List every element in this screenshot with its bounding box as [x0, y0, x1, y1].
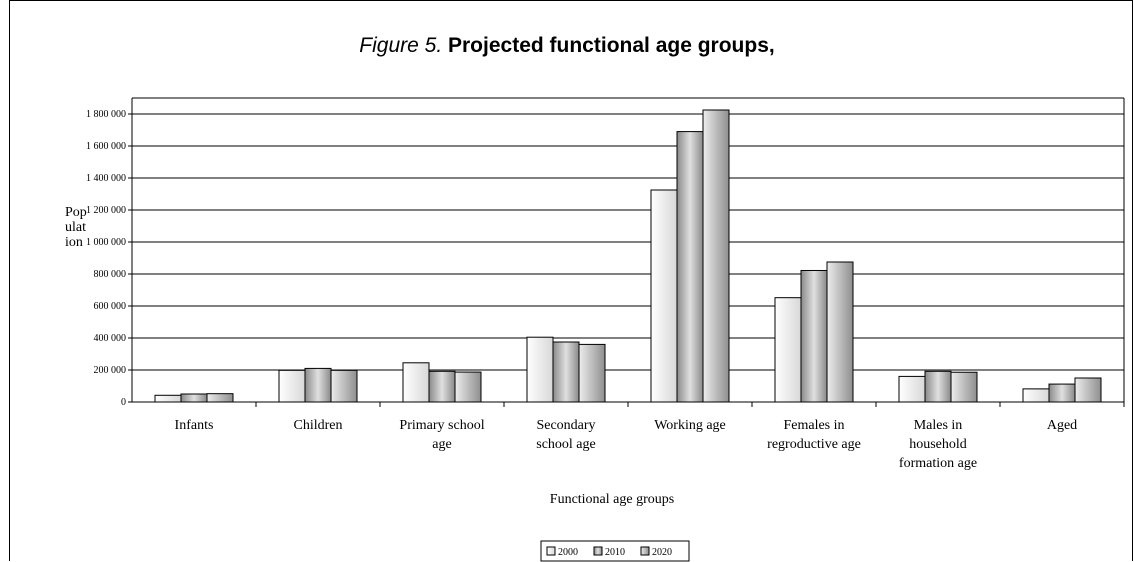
chart-frame — [9, 0, 1133, 561]
bars — [154, 109, 1102, 403]
chart-title: Figure 5. Projected functional age group… — [0, 34, 1134, 58]
y-tick-label: 0 — [121, 397, 126, 408]
bar-2010-0 — [180, 393, 208, 403]
bar-2000-4 — [650, 189, 678, 403]
x-tick-label: Children — [294, 418, 343, 433]
gridlines — [128, 97, 1125, 407]
y-tick-label: 1 600 000 — [86, 141, 126, 152]
bar-2020-1 — [330, 369, 358, 403]
bar-2000-2 — [402, 362, 430, 403]
y-tick-labels: 0 200 000 400 000 600 000 800 000 1 000 000 1 … — [86, 109, 126, 408]
bar-2020-6 — [950, 371, 978, 403]
y-tick-label: 1 800 000 — [86, 109, 126, 120]
bar-2020-3 — [578, 343, 606, 403]
bar-2000-1 — [278, 369, 306, 403]
bar-2020-0 — [206, 393, 234, 403]
legend-swatch-2000 — [546, 546, 556, 556]
bar-2010-7 — [1048, 383, 1076, 403]
y-tick-label: 1 000 000 — [86, 237, 126, 248]
x-tick-label: Working age — [654, 418, 726, 433]
legend-swatch-2020 — [640, 546, 650, 556]
legend: 2000 2010 2020 — [540, 540, 690, 562]
y-tick-label: 600 000 — [94, 301, 127, 312]
bar-2000-5 — [774, 297, 802, 403]
x-tick-label: Primary school age — [399, 418, 484, 452]
y-tick-label: 200 000 — [94, 365, 127, 376]
bar-2010-1 — [304, 367, 332, 403]
bar-2000-3 — [526, 336, 554, 403]
x-tick-label: Females in regroductive age — [767, 418, 861, 452]
bar-2000-6 — [898, 375, 926, 403]
legend-swatch-2010 — [593, 546, 603, 556]
bar-2000-0 — [154, 394, 182, 403]
y-tick-label: 800 000 — [94, 269, 127, 280]
legend-box — [540, 540, 690, 562]
bar-2020-4 — [702, 109, 730, 403]
x-axis-label: Functional age groups — [550, 492, 674, 507]
figure-number: Figure 5. — [359, 34, 443, 57]
y-axis-label-line: ulat — [65, 220, 86, 235]
y-tick-label: 400 000 — [94, 333, 127, 344]
bar-2010-2 — [428, 370, 456, 403]
bar-2010-3 — [552, 341, 580, 403]
y-axis-label-line: ion — [65, 235, 83, 250]
bar-2010-6 — [924, 370, 952, 403]
bar-2010-4 — [676, 131, 704, 403]
y-axis-label-line: Pop — [65, 205, 87, 220]
bar-2010-5 — [800, 269, 828, 403]
legend-label-2010: 2010 — [605, 547, 625, 558]
legend-label-2000: 2000 — [558, 547, 578, 558]
bar-2020-5 — [826, 261, 854, 403]
figure-title: Projected functional age groups, — [448, 34, 775, 57]
x-tick-label: Infants — [175, 418, 214, 433]
x-tick-label: Aged — [1047, 418, 1077, 433]
y-tick-label: 1 400 000 — [86, 173, 126, 184]
legend-label-2020: 2020 — [652, 547, 672, 558]
bar-2000-7 — [1022, 388, 1050, 403]
x-tick-label: Males in household formation age — [899, 418, 977, 471]
y-tick-label: 1 200 000 — [86, 205, 126, 216]
category-labels: Infants Children Primary school age Secondar… — [175, 418, 1078, 471]
x-tick-label: Secondary school age — [536, 418, 595, 452]
bar-2020-2 — [454, 371, 482, 403]
bar-2020-7 — [1074, 377, 1102, 403]
